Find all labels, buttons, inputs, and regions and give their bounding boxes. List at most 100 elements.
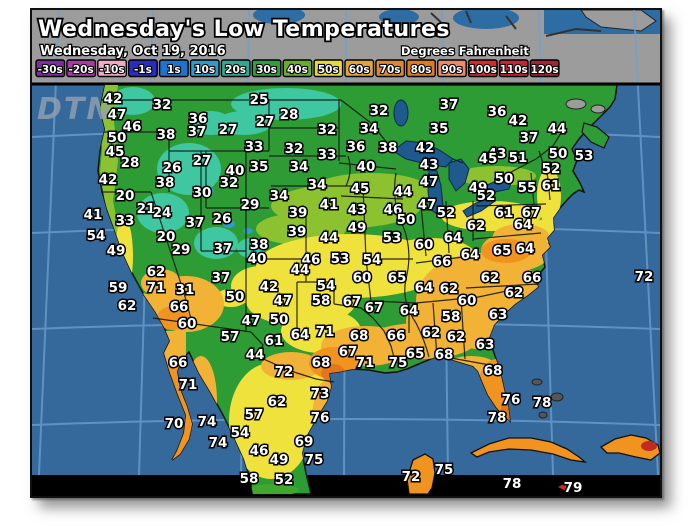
temp-label: 66 [387, 328, 406, 344]
legend-chip-label: 100s [469, 64, 497, 76]
temp-label: 47 [242, 313, 261, 329]
temp-label: 66 [523, 270, 542, 286]
temp-label: 39 [289, 205, 308, 221]
temp-label: 38 [157, 127, 176, 143]
temp-label: 68 [350, 328, 369, 344]
legend-chip-label: 10s [194, 64, 215, 76]
temp-label: 64 [400, 303, 419, 319]
legend-chip-label: -1s [134, 64, 152, 76]
legend-chip-50s [313, 59, 344, 78]
temp-label: 45 [351, 181, 370, 197]
temp-label: 25 [250, 92, 269, 108]
legend-chip-120s [529, 59, 560, 78]
temp-label: 36 [189, 111, 208, 127]
temp-label: 40 [357, 159, 376, 175]
temp-label: 36 [488, 104, 507, 120]
temp-label: 62 [268, 394, 287, 410]
legend-chip-110s [498, 59, 529, 78]
temp-label: 38 [156, 175, 175, 191]
cuba [469, 437, 588, 463]
temp-label: 54 [231, 425, 250, 441]
temp-label: 52 [275, 472, 294, 488]
temp-label: 28 [280, 107, 299, 123]
temp-label: 29 [241, 197, 260, 213]
temp-label: 30 [193, 185, 212, 201]
temp-label: 39 [288, 224, 307, 240]
temp-label: 31 [176, 282, 195, 298]
temp-label: 60 [415, 237, 434, 253]
temp-label: 62 [505, 285, 524, 301]
legend-chip-30s [251, 59, 282, 78]
legend-chip--30s [35, 59, 66, 78]
temp-label: 36 [347, 139, 366, 155]
legend-chip-label: 40s [287, 64, 308, 76]
temp-label: 28 [121, 155, 140, 171]
temp-label: 62 [147, 264, 166, 280]
temp-label: 49 [107, 243, 126, 259]
temp-label: 71 [147, 280, 166, 296]
temp-label: 46 [123, 119, 142, 135]
weather-map: DTN Wednesday's Low Temperatures Wednesd… [32, 10, 660, 496]
temp-label: 49 [348, 220, 367, 236]
temp-label: 37 [214, 241, 233, 257]
map-frame: DTN Wednesday's Low Temperatures Wednesd… [30, 8, 662, 498]
legend-chip-70s [375, 59, 406, 78]
temp-label: 26 [163, 160, 182, 176]
temp-label: 64 [291, 327, 310, 343]
temp-label: 61 [542, 178, 561, 194]
temp-label: 63 [489, 307, 508, 323]
temp-label: 64 [514, 217, 533, 233]
temp-label: 32 [370, 103, 389, 119]
temp-label: 72 [275, 364, 294, 380]
temp-label: 47 [108, 107, 127, 123]
temp-label: 35 [250, 159, 269, 175]
temp-label: 62 [118, 298, 137, 314]
temp-label: 33 [116, 213, 135, 229]
temp-label: 63 [476, 337, 495, 353]
legend-chip--10s [97, 59, 128, 78]
yucatan [406, 453, 436, 495]
temp-label: 53 [331, 251, 350, 267]
great-lakes [392, 99, 512, 218]
page-title: Wednesday's Low Temperatures [38, 17, 450, 42]
temp-label: 58 [240, 471, 259, 487]
temp-label: 50 [270, 312, 289, 328]
temp-label: 78 [503, 476, 522, 492]
temp-label: 40 [226, 163, 245, 179]
temp-label: 42 [104, 91, 123, 107]
temp-label: 37 [440, 97, 459, 113]
temp-label: 44 [394, 184, 413, 200]
temp-label: 67 [522, 205, 541, 221]
temp-label: 68 [312, 355, 331, 371]
temp-label: 21 [137, 201, 156, 217]
temp-label: 64 [415, 280, 434, 296]
legend-divider [32, 82, 660, 86]
temp-label: 64 [516, 241, 535, 257]
temp-label: 62 [481, 270, 500, 286]
temp-label: 71 [179, 377, 198, 393]
temp-label: 68 [484, 363, 503, 379]
temp-label: 37 [520, 130, 539, 146]
temp-label: 44 [246, 347, 265, 363]
temp-label: 49 [270, 452, 289, 468]
temp-label: 46 [302, 252, 321, 268]
temp-label: 32 [220, 175, 239, 191]
legend-chip-label: -10s [99, 64, 124, 76]
temp-label: 29 [172, 242, 191, 258]
temp-label: 41 [84, 207, 103, 223]
temp-label: 59 [109, 280, 128, 296]
temp-label: 73 [311, 386, 330, 402]
temp-label: 53 [383, 230, 402, 246]
temp-label: 76 [311, 410, 330, 426]
temp-label: 52 [542, 161, 561, 177]
legend-chip-label: 60s [349, 64, 370, 76]
temp-label: 76 [502, 392, 521, 408]
temp-label: 66 [433, 254, 452, 270]
temp-label: 34 [360, 121, 379, 137]
temp-label: 75 [389, 355, 408, 371]
legend-chip-20s [220, 59, 251, 78]
state-borders [101, 99, 562, 383]
nova-scotia [581, 122, 610, 149]
legend-chip-10s [189, 59, 220, 78]
